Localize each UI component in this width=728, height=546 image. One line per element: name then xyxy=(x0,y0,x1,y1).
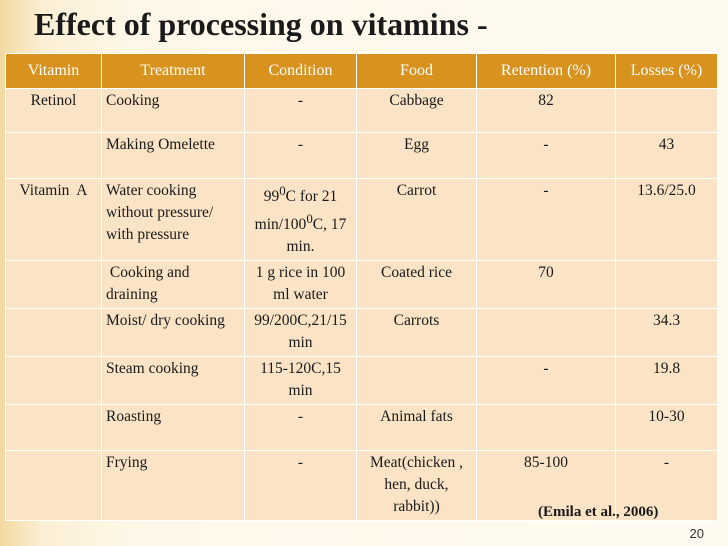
table-row: Vitamin A Water cooking without pressure… xyxy=(5,177,718,262)
table-row: Steam cooking 115-120C,15 min - 19.8 xyxy=(5,356,718,406)
cell-losses: 34.3 xyxy=(615,308,718,358)
cell-vitamin xyxy=(5,132,102,179)
header-losses: Losses (%) xyxy=(615,53,718,89)
cell-food: Coated rice xyxy=(356,260,477,310)
cell-vitamin xyxy=(5,308,102,358)
cell-vitamin xyxy=(5,404,102,452)
cell-food: Carrot xyxy=(356,177,477,262)
cell-food: Cabbage xyxy=(356,88,477,133)
cell-losses: 19.8 xyxy=(615,356,718,406)
cell-losses xyxy=(615,260,718,310)
header-food: Food xyxy=(356,53,477,89)
cell-vitamin: Retinol xyxy=(5,88,102,133)
header-condition: Condition xyxy=(244,53,357,89)
cell-condition: - xyxy=(244,404,357,452)
cell-food: Animal fats xyxy=(356,404,477,452)
cell-vitamin xyxy=(5,356,102,406)
table-row: Retinol Cooking - Cabbage 82 xyxy=(5,88,718,133)
cell-condition: - xyxy=(244,132,357,179)
cell-condition: - xyxy=(244,88,357,133)
cell-treatment: Making Omelette xyxy=(101,132,245,179)
cell-treatment: Cooking xyxy=(101,88,245,133)
table-row: Cooking and draining 1 g rice in 100 ml … xyxy=(5,260,718,310)
cell-treatment: Cooking and draining xyxy=(101,260,245,310)
cell-food: Carrots xyxy=(356,308,477,358)
cell-condition: 1 g rice in 100 ml water xyxy=(244,260,357,310)
cell-condition: 990C for 21 min/1000C, 17 min. xyxy=(244,177,357,262)
cell-retention: - xyxy=(476,356,616,406)
cell-condition: - xyxy=(244,450,357,522)
cell-food xyxy=(356,356,477,406)
cell-vitamin xyxy=(5,450,102,522)
slide-title: Effect of processing on vitamins - xyxy=(34,6,488,42)
cell-losses: 13.6/25.0 xyxy=(615,177,718,262)
table-row: Frying - Meat(chicken , hen, duck, rabbi… xyxy=(5,450,718,522)
table-row: Roasting - Animal fats 10-30 xyxy=(5,404,718,452)
page-number: 20 xyxy=(689,526,704,541)
cell-food: Meat(chicken , hen, duck, rabbit)) xyxy=(356,450,477,522)
cell-treatment: Steam cooking xyxy=(101,356,245,406)
table-header-row: Vitamin Treatment Condition Food Retenti… xyxy=(5,53,718,89)
header-vitamin: Vitamin xyxy=(5,53,102,89)
cell-condition: 99/200C,21/15 min xyxy=(244,308,357,358)
citation: (Emila et al., 2006) xyxy=(538,504,659,520)
vitamin-processing-table: Vitamin Treatment Condition Food Retenti… xyxy=(5,53,718,522)
cell-losses: 43 xyxy=(615,132,718,179)
cell-treatment: Water cooking without pressure/ with pre… xyxy=(101,177,245,262)
cell-vitamin: Vitamin A xyxy=(5,177,102,262)
cell-vitamin xyxy=(5,260,102,310)
header-retention: Retention (%) xyxy=(476,53,616,89)
cell-losses: 10-30 xyxy=(615,404,718,452)
cell-retention: - xyxy=(476,177,616,262)
cell-losses: - xyxy=(615,450,718,522)
cell-retention xyxy=(476,404,616,452)
cell-condition: 115-120C,15 min xyxy=(244,356,357,406)
cell-treatment: Roasting xyxy=(101,404,245,452)
header-treatment: Treatment xyxy=(101,53,245,89)
cell-losses xyxy=(615,88,718,133)
cell-retention: - xyxy=(476,132,616,179)
table-row: Making Omelette - Egg - 43 xyxy=(5,132,718,179)
table-row: Moist/ dry cooking 99/200C,21/15 min Car… xyxy=(5,308,718,358)
cell-treatment: Moist/ dry cooking xyxy=(101,308,245,358)
cell-retention: 85-100 xyxy=(476,450,616,522)
cell-retention xyxy=(476,308,616,358)
cell-treatment: Frying xyxy=(101,450,245,522)
cell-food: Egg xyxy=(356,132,477,179)
cell-retention: 82 xyxy=(476,88,616,133)
cell-retention: 70 xyxy=(476,260,616,310)
